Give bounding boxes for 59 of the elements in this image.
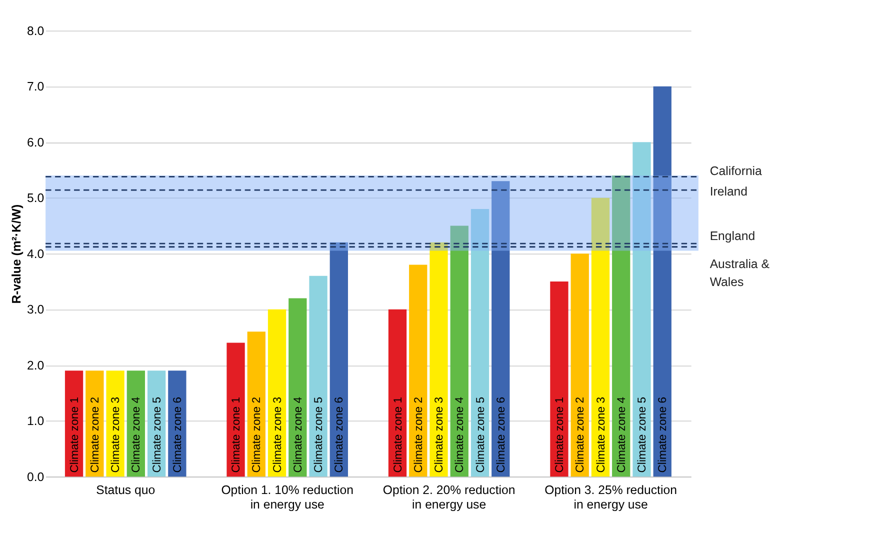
bar [409,264,428,477]
bar [330,242,348,477]
bar [612,176,630,477]
ref-line-label: Australia & Wales [710,256,770,289]
text: Climate zone 6 [334,396,346,473]
series-label: Climate zone 6 [172,396,184,473]
y-tick-label: 4.0 [26,246,44,261]
text: Climate zone 1 [68,396,81,473]
series-label: Climate zone 5 [474,396,487,473]
bar [430,242,448,477]
x-tick-label: Option 1. 10% reduction in energy use [221,483,354,512]
bar [226,342,245,477]
bar [492,181,510,477]
text: Climate zone 1 [554,396,566,473]
y-tick-label: 1.0 [26,414,44,428]
bar [653,86,672,477]
bar [570,254,589,477]
text: Climate zone 5 [151,396,164,473]
text: Climate zone 4 [616,396,628,473]
text: Climate zone 3 [595,396,608,473]
bar [470,208,490,477]
text: Climate zone 5 [636,396,649,473]
bar [632,142,651,477]
x-tick-label: Option 3. 25% reduction in energy use [544,483,678,512]
text: Climate zone 4 [292,396,304,473]
y-tick-label: 0.0 [26,470,44,484]
y-tick-label: 3.0 [26,302,44,317]
bar [550,281,568,477]
text: Climate zone 6 [657,396,670,473]
text: Climate zone 4 [130,396,143,473]
y-tick-label: 7.0 [26,80,44,94]
bar [288,298,307,477]
series-label: Climate zone 4 [454,396,466,473]
bar [591,198,610,477]
bar [268,309,286,477]
y-axis-title: R-value (m²·K/W) [9,204,24,304]
y-tick-label: 6.0 [26,135,44,150]
y-tick-label: 2.0 [26,358,44,372]
y-tick-label: 5.0 [26,191,44,206]
series-label: Climate zone 3 [434,396,446,473]
ref-line-label: Ireland [710,184,748,199]
text: Climate zone 5 [313,396,326,473]
series-label: Climate zone 2 [574,396,587,473]
text: Climate zone 1 [230,396,243,473]
bar [388,309,407,477]
bar [450,226,468,477]
ref-line-label: California [710,164,762,178]
text: Climate zone 6 [495,396,508,473]
text: Climate zone 2 [89,396,102,473]
series-label: Climate zone 1 [392,396,404,473]
y-tick-label: 8.0 [26,24,44,38]
text: Climate zone 3 [272,396,284,473]
x-tick-label: Status quo [96,483,156,498]
text: Climate zone 2 [251,396,264,473]
ref-line-label: England [710,228,756,243]
text: Climate zone 3 [110,396,122,473]
x-tick-label: Option 2. 20% reduction in energy use [382,483,516,512]
text: Climate zone 2 [412,396,425,473]
bar [309,276,328,477]
